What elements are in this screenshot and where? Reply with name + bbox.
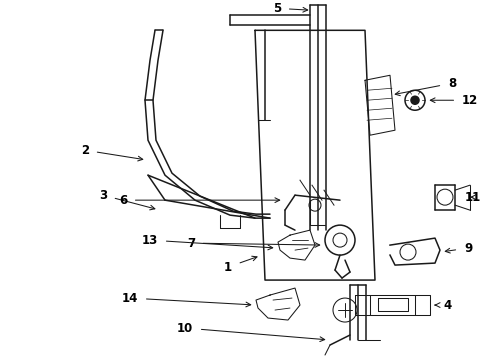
Text: 10: 10 xyxy=(177,321,325,342)
Text: 3: 3 xyxy=(99,189,155,210)
Text: 9: 9 xyxy=(445,242,472,255)
Text: 12: 12 xyxy=(430,94,478,107)
Text: 14: 14 xyxy=(122,292,251,307)
Text: 7: 7 xyxy=(187,237,319,249)
Text: 5: 5 xyxy=(273,2,308,15)
Text: 4: 4 xyxy=(435,298,452,311)
Circle shape xyxy=(411,96,419,104)
Text: 8: 8 xyxy=(395,77,456,96)
Text: 1: 1 xyxy=(224,256,257,274)
Text: 2: 2 xyxy=(81,144,143,161)
Text: 6: 6 xyxy=(119,194,280,207)
Text: 11: 11 xyxy=(465,191,481,204)
Text: 13: 13 xyxy=(142,234,272,250)
